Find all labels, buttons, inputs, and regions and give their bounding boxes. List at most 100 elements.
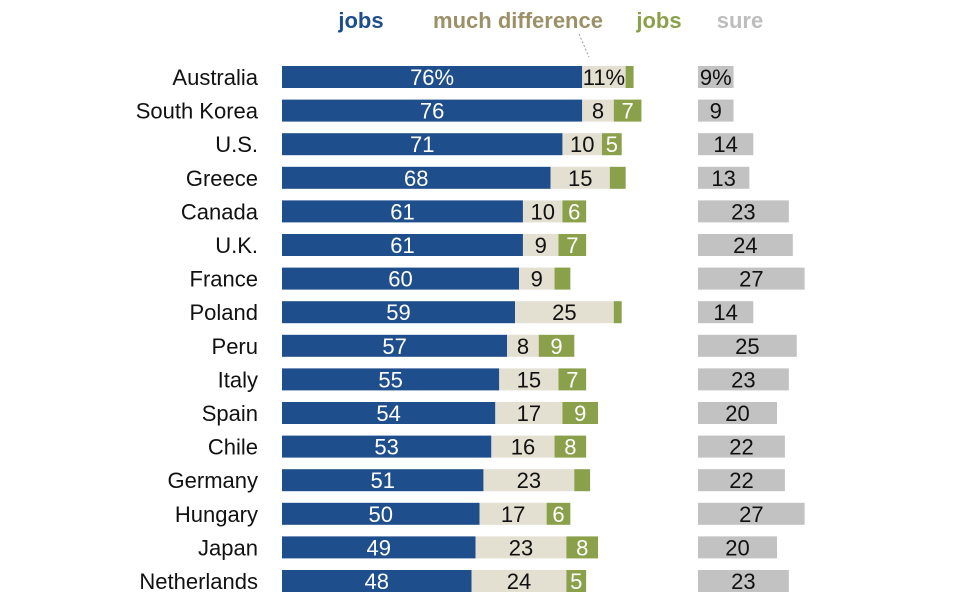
bar-segment-1 (282, 435, 492, 458)
bar-segment-3 (574, 469, 591, 492)
bar-segment-2 (475, 536, 567, 559)
legend-label-4: sure (717, 8, 763, 33)
category-label: Italy (218, 367, 258, 392)
data-label-4: 20 (725, 535, 749, 560)
data-label-4: 22 (729, 468, 753, 493)
category-label: U.S. (215, 132, 258, 157)
bar-segment-1 (282, 536, 476, 559)
bar-segment-3 (554, 267, 571, 290)
data-label-1: 71 (410, 132, 434, 157)
category-label: Poland (189, 300, 258, 325)
bar-segment-4 (698, 502, 805, 525)
bar-segment-3 (566, 570, 587, 592)
category-label: U.K. (215, 233, 258, 258)
bar-segment-4 (698, 301, 754, 324)
bar-segment-4 (698, 166, 750, 189)
data-label-1: 76% (410, 65, 454, 90)
category-label: Netherlands (139, 569, 258, 594)
bar-segment-2 (491, 435, 555, 458)
bar-segment-3 (558, 368, 587, 391)
data-label-3: 6 (568, 199, 580, 224)
data-label-1: 68 (404, 166, 428, 191)
data-label-1: 61 (390, 199, 414, 224)
data-label-2: 9 (531, 267, 543, 292)
data-label-3: 7 (622, 99, 634, 124)
category-label: Hungary (175, 502, 258, 527)
category-label: Greece (186, 166, 258, 191)
data-label-3: 6 (552, 502, 564, 527)
data-label-2: 10 (570, 132, 594, 157)
bar-segment-2 (507, 334, 539, 357)
bar-segment-4 (698, 368, 789, 391)
bar-segment-1 (282, 200, 523, 223)
data-label-3: 7 (566, 367, 578, 392)
category-label: Canada (181, 199, 259, 224)
data-label-4: 24 (733, 233, 757, 258)
bar-segment-1 (282, 368, 500, 391)
data-label-3: 9 (574, 401, 586, 426)
category-label: France (190, 267, 258, 292)
data-label-1: 55 (378, 367, 402, 392)
bar-segment-2 (582, 66, 626, 88)
bar-segment-4 (698, 267, 805, 290)
data-label-2: 10 (530, 199, 554, 224)
data-label-1: 54 (376, 401, 400, 426)
bar-segment-4 (698, 402, 777, 424)
data-label-2: 15 (568, 166, 592, 191)
bar-segment-1 (282, 234, 523, 256)
bar-segment-2 (499, 368, 559, 391)
data-label-1: 57 (382, 334, 406, 359)
bar-segment-3 (625, 66, 634, 88)
bar-segment-1 (282, 402, 496, 424)
data-label-4: 23 (731, 199, 755, 224)
legend-label-1: jobs (337, 8, 383, 33)
data-label-3: 5 (570, 569, 582, 594)
bar-segment-4 (698, 536, 777, 559)
bar-segment-2 (471, 570, 567, 592)
data-label-1: 51 (370, 468, 394, 493)
bar-segment-3 (613, 99, 642, 122)
bar-segment-3 (562, 402, 598, 424)
bar-segment-3 (601, 133, 622, 156)
bar-segment-4 (698, 469, 785, 492)
data-label-1: 48 (365, 569, 389, 594)
data-label-2: 11% (583, 65, 625, 90)
bar-segment-3 (562, 200, 587, 223)
bar-segment-1 (282, 502, 480, 525)
bar-segment-1 (282, 99, 583, 122)
bar-segment-4 (698, 66, 734, 88)
data-label-3: 8 (576, 535, 588, 560)
bar-segment-1 (282, 301, 516, 324)
bar-segment-3 (609, 166, 626, 189)
data-label-1: 53 (374, 435, 398, 460)
bar-segment-3 (546, 502, 571, 525)
bar-segment-2 (483, 469, 575, 492)
legend-label-3: jobs (635, 8, 681, 33)
bar-segment-3 (538, 334, 575, 357)
bar-segment-3 (554, 435, 587, 458)
data-label-3: 8 (564, 435, 576, 460)
bar-segment-2 (479, 502, 547, 525)
data-label-4: 22 (729, 435, 753, 460)
data-label-4: 9% (700, 65, 732, 90)
category-label: Chile (208, 435, 258, 460)
bar-segment-2 (522, 234, 559, 256)
data-label-2: 25 (552, 300, 576, 325)
category-label: Japan (198, 535, 258, 560)
bar-segment-2 (515, 301, 614, 324)
bar-segment-2 (495, 402, 563, 424)
bar-segment-1 (282, 334, 508, 357)
bar-segment-4 (698, 200, 789, 223)
category-label: Spain (202, 401, 258, 426)
category-label: South Korea (136, 99, 259, 124)
bar-segment-1 (282, 570, 472, 592)
bar-segment-4 (698, 133, 754, 156)
legend-leader-line (578, 33, 590, 58)
data-label-1: 60 (388, 267, 412, 292)
bar-segment-2 (582, 99, 614, 122)
bar-segment-3 (566, 536, 598, 559)
bar-segment-2 (522, 200, 563, 223)
data-label-3: 7 (566, 233, 578, 258)
data-label-4: 27 (739, 267, 763, 292)
category-label: Germany (168, 468, 258, 493)
